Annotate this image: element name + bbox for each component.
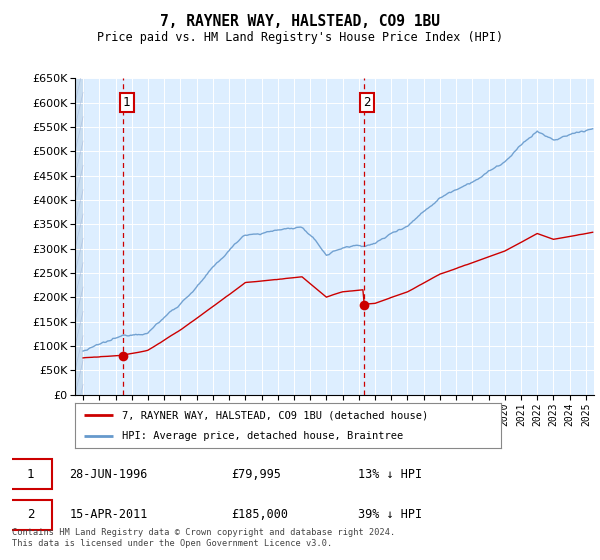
Text: HPI: Average price, detached house, Braintree: HPI: Average price, detached house, Brai…: [122, 431, 403, 441]
Text: Contains HM Land Registry data © Crown copyright and database right 2024.
This d: Contains HM Land Registry data © Crown c…: [12, 528, 395, 548]
Text: 7, RAYNER WAY, HALSTEAD, CO9 1BU (detached house): 7, RAYNER WAY, HALSTEAD, CO9 1BU (detach…: [122, 410, 428, 421]
Text: 13% ↓ HPI: 13% ↓ HPI: [358, 468, 422, 480]
Text: 15-APR-2011: 15-APR-2011: [70, 508, 148, 521]
Text: 1: 1: [27, 468, 34, 480]
FancyBboxPatch shape: [9, 459, 52, 489]
Text: 28-JUN-1996: 28-JUN-1996: [70, 468, 148, 480]
Text: Price paid vs. HM Land Registry's House Price Index (HPI): Price paid vs. HM Land Registry's House …: [97, 31, 503, 44]
Text: £185,000: £185,000: [231, 508, 288, 521]
Text: 2: 2: [27, 508, 34, 521]
Text: £79,995: £79,995: [231, 468, 281, 480]
Polygon shape: [75, 78, 83, 395]
Text: 1: 1: [123, 96, 130, 109]
Text: 2: 2: [363, 96, 371, 109]
FancyBboxPatch shape: [9, 500, 52, 530]
Text: 39% ↓ HPI: 39% ↓ HPI: [358, 508, 422, 521]
Text: 7, RAYNER WAY, HALSTEAD, CO9 1BU: 7, RAYNER WAY, HALSTEAD, CO9 1BU: [160, 14, 440, 29]
